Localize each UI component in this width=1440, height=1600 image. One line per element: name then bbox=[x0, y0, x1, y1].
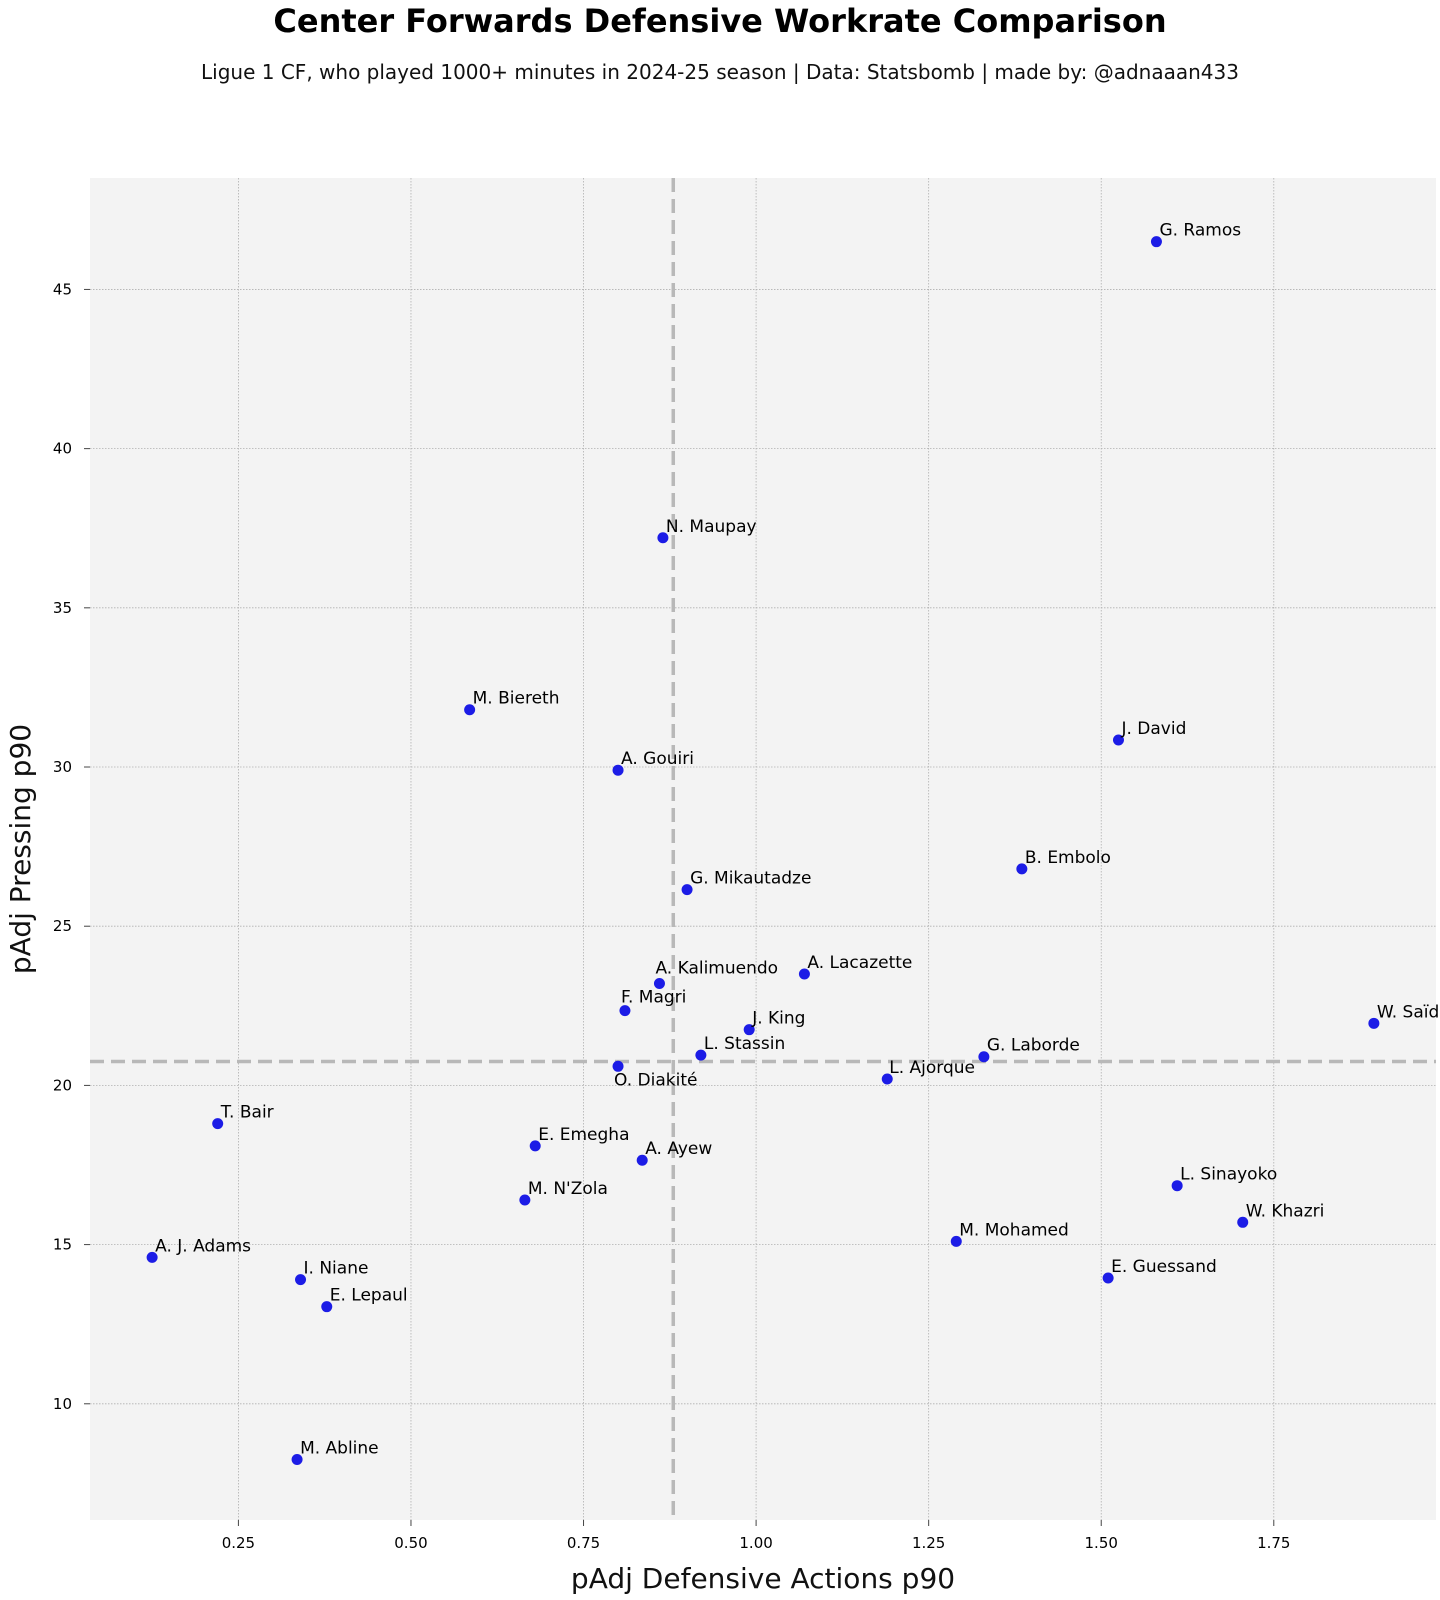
point-label: A. J. Adams bbox=[155, 1236, 251, 1256]
chart-subtitle: Ligue 1 CF, who played 1000+ minutes in … bbox=[201, 60, 1239, 84]
plot-area bbox=[90, 178, 1436, 1520]
x-tick-label: 1.25 bbox=[912, 1534, 945, 1552]
data-points bbox=[146, 236, 1380, 1466]
point-label: M. N'Zola bbox=[528, 1179, 608, 1199]
point-label: L. Ajorque bbox=[889, 1058, 975, 1078]
data-point bbox=[321, 1301, 333, 1313]
point-label: O. Diakité bbox=[614, 1070, 697, 1090]
data-point bbox=[212, 1118, 224, 1130]
data-point bbox=[1171, 1180, 1183, 1192]
point-label: J. King bbox=[751, 1009, 805, 1029]
x-tick-label: 1.75 bbox=[1257, 1534, 1290, 1552]
y-tick-label: 40 bbox=[53, 440, 72, 458]
y-tick-label: 35 bbox=[53, 599, 72, 617]
x-tick-label: 1.00 bbox=[739, 1534, 772, 1552]
chart-title: Center Forwards Defensive Workrate Compa… bbox=[273, 2, 1167, 40]
point-label: E. Emegha bbox=[538, 1125, 629, 1145]
point-label: A. Ayew bbox=[645, 1139, 712, 1159]
point-label: A. Gouiri bbox=[621, 749, 694, 769]
point-label: L. Stassin bbox=[704, 1034, 785, 1054]
y-tick-label: 10 bbox=[53, 1395, 72, 1413]
data-point bbox=[657, 532, 669, 544]
data-point bbox=[464, 704, 476, 716]
y-tick-label: 20 bbox=[53, 1076, 72, 1094]
point-label: T. Bair bbox=[220, 1103, 274, 1123]
data-point bbox=[1237, 1216, 1249, 1228]
point-label: W. Khazri bbox=[1246, 1201, 1325, 1221]
point-label: E. Guessand bbox=[1111, 1257, 1217, 1277]
point-label: M. Mohamed bbox=[959, 1220, 1069, 1240]
data-point bbox=[619, 1005, 631, 1017]
y-tick-label: 45 bbox=[53, 280, 72, 298]
data-point bbox=[1112, 734, 1124, 746]
data-point bbox=[146, 1251, 158, 1263]
point-label: A. Kalimuendo bbox=[655, 959, 778, 979]
point-label: G. Ramos bbox=[1159, 221, 1241, 241]
point-label: N. Maupay bbox=[666, 517, 757, 537]
data-point bbox=[612, 1060, 624, 1072]
point-label: E. Lepaul bbox=[330, 1286, 408, 1306]
point-label: F. Magri bbox=[621, 988, 686, 1008]
point-label: B. Embolo bbox=[1025, 848, 1111, 868]
point-label: G. Mikautadze bbox=[690, 869, 811, 889]
point-label: A. Lacazette bbox=[807, 953, 912, 973]
x-axis-label: pAdj Defensive Actions p90 bbox=[571, 1562, 955, 1595]
data-point bbox=[881, 1073, 893, 1085]
y-tick-label: 15 bbox=[53, 1236, 72, 1254]
point-label: W. Saïd bbox=[1377, 1002, 1439, 1022]
point-label: G. Laborde bbox=[987, 1036, 1080, 1056]
axis-ticks: 0.25 0.50 0.75 1.00 1.25 1.50 1.75 10 15 20 25 30 35… bbox=[53, 280, 1291, 1552]
data-point bbox=[612, 764, 624, 776]
data-point bbox=[695, 1049, 707, 1061]
x-tick-label: 0.25 bbox=[222, 1534, 255, 1552]
point-label: J. David bbox=[1120, 719, 1186, 739]
data-point bbox=[681, 884, 693, 896]
data-point bbox=[295, 1274, 307, 1286]
grid bbox=[90, 178, 1436, 1520]
data-point bbox=[743, 1024, 755, 1036]
y-tick-label: 25 bbox=[53, 917, 72, 935]
point-label: M. Biereth bbox=[473, 689, 560, 709]
data-point bbox=[978, 1051, 990, 1063]
point-label: M. Abline bbox=[300, 1439, 379, 1459]
x-tick-label: 1.50 bbox=[1085, 1534, 1118, 1552]
data-point bbox=[1102, 1272, 1114, 1284]
data-point bbox=[950, 1235, 962, 1247]
y-tick-label: 30 bbox=[53, 758, 72, 776]
data-point bbox=[529, 1140, 541, 1152]
data-point bbox=[1150, 236, 1162, 248]
data-point bbox=[1368, 1017, 1380, 1029]
point-label: L. Sinayoko bbox=[1180, 1165, 1277, 1185]
data-point bbox=[636, 1154, 648, 1166]
x-tick-label: 0.75 bbox=[567, 1534, 600, 1552]
y-axis-label: pAdj Pressing p90 bbox=[4, 724, 37, 974]
data-point bbox=[291, 1454, 303, 1466]
reference-lines bbox=[90, 178, 1436, 1520]
data-point bbox=[653, 978, 665, 990]
data-point bbox=[519, 1194, 531, 1206]
x-tick-label: 0.50 bbox=[394, 1534, 427, 1552]
point-labels: G. Ramos N. Maupay M. Biereth J. David A. Go… bbox=[155, 221, 1439, 1459]
point-label: I. Niane bbox=[304, 1259, 369, 1279]
data-point bbox=[798, 968, 810, 980]
data-point bbox=[1016, 863, 1028, 875]
